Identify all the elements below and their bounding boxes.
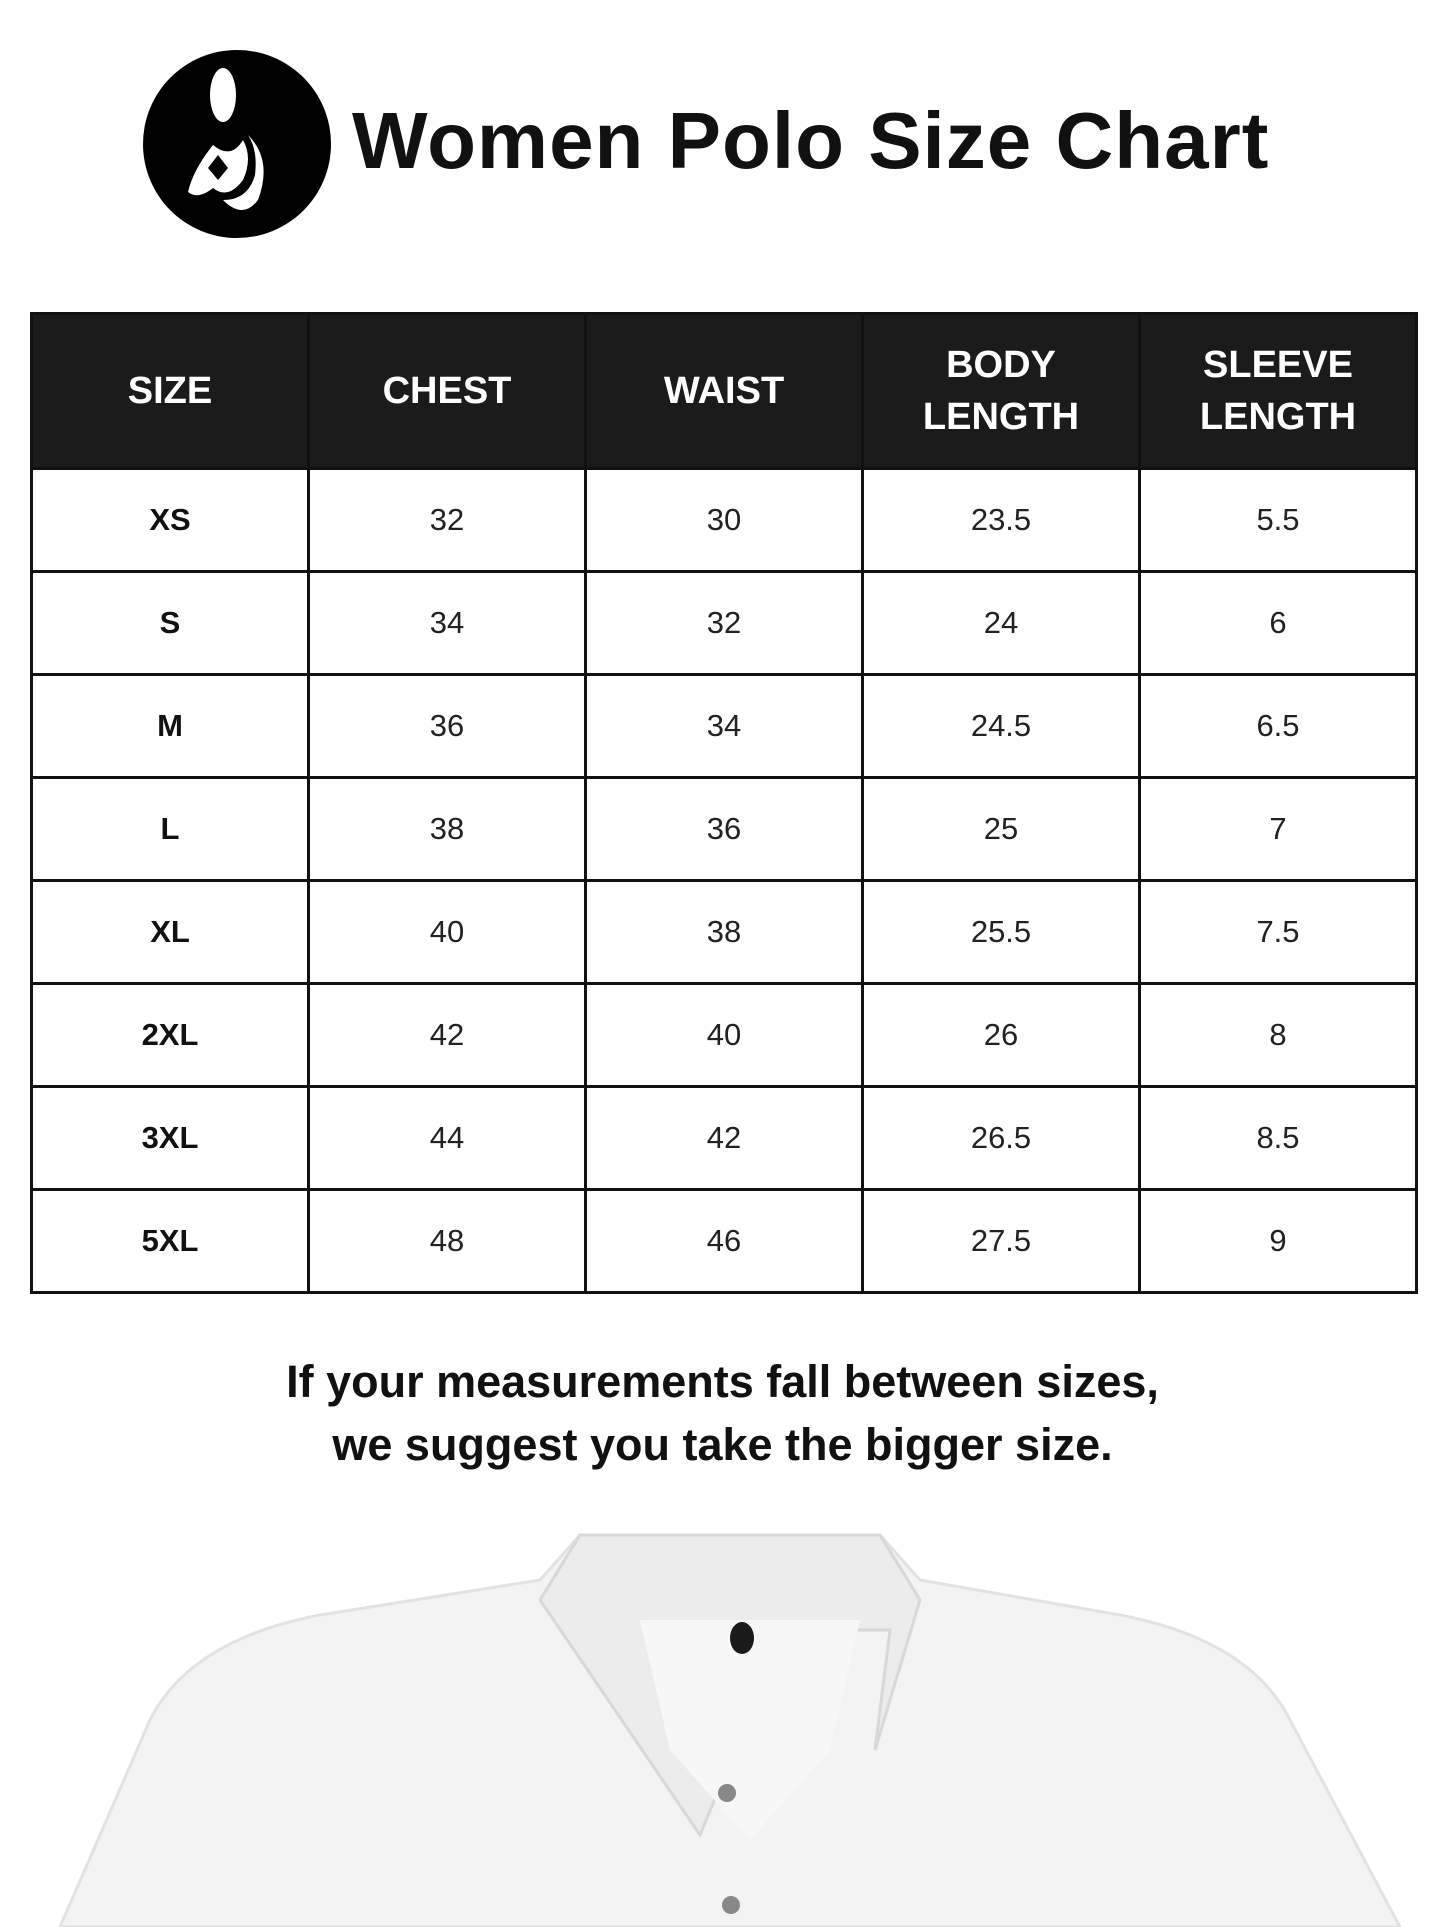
size-chart-table: SIZE CHEST WAIST BODY LENGTH SLEEVE LENGTH XS 3… (30, 312, 1418, 1294)
table-cell: 34 (307, 570, 587, 676)
column-header-label: LENGTH (922, 396, 1080, 438)
column-header-label: LENGTH (1199, 396, 1357, 438)
brand-logo-icon (143, 50, 331, 238)
table-cell: 40 (584, 982, 864, 1088)
table-cell: 9 (1138, 1188, 1418, 1294)
table-cell: 32 (584, 570, 864, 676)
column-header-label: BODY (946, 344, 1056, 386)
table-row: L 38 36 25 7 (30, 776, 1418, 882)
size-cell: 5XL (30, 1188, 310, 1294)
sizing-note: If your measurements fall between sizes,… (0, 1350, 1445, 1476)
table-cell: 40 (307, 879, 587, 985)
table-cell: 32 (307, 467, 587, 573)
sizing-note-line-2: we suggest you take the bigger size. (332, 1419, 1113, 1470)
table-cell: 6 (1138, 570, 1418, 676)
table-row: 2XL 42 40 26 8 (30, 982, 1418, 1088)
column-header-label: SLEEVE (1203, 344, 1353, 386)
table-row: 5XL 48 46 27.5 9 (30, 1188, 1418, 1294)
column-header: SIZE (30, 312, 310, 470)
sizing-note-line-1: If your measurements fall between sizes, (286, 1356, 1159, 1407)
size-cell: 2XL (30, 982, 310, 1088)
table-row: S 34 32 24 6 (30, 570, 1418, 676)
table-cell: 46 (584, 1188, 864, 1294)
table-cell: 7.5 (1138, 879, 1418, 985)
table-cell: 42 (584, 1085, 864, 1191)
table-cell: 8 (1138, 982, 1418, 1088)
page-title: Women Polo Size Chart (352, 96, 1270, 185)
table-row: XS 32 30 23.5 5.5 (30, 467, 1418, 573)
size-cell: L (30, 776, 310, 882)
table-cell: 5.5 (1138, 467, 1418, 573)
table-cell: 34 (584, 673, 864, 779)
column-header: WAIST (584, 312, 864, 470)
table-cell: 36 (584, 776, 864, 882)
table-cell: 25 (861, 776, 1141, 882)
table-row: M 36 34 24.5 6.5 (30, 673, 1418, 779)
table-cell: 8.5 (1138, 1085, 1418, 1191)
column-header-label: SIZE (127, 370, 213, 412)
table-cell: 42 (307, 982, 587, 1088)
size-cell: XS (30, 467, 310, 573)
size-cell: 3XL (30, 1085, 310, 1191)
table-cell: 25.5 (861, 879, 1141, 985)
column-header-label: CHEST (382, 370, 512, 412)
table-cell: 24.5 (861, 673, 1141, 779)
table-cell: 48 (307, 1188, 587, 1294)
size-cell: XL (30, 879, 310, 985)
table-cell: 38 (584, 879, 864, 985)
size-cell: S (30, 570, 310, 676)
collar-logo-icon (730, 1622, 754, 1654)
table-cell: 27.5 (861, 1188, 1141, 1294)
table-cell: 36 (307, 673, 587, 779)
table-cell: 30 (584, 467, 864, 573)
table-cell: 26.5 (861, 1085, 1141, 1191)
table-row: 3XL 44 42 26.5 8.5 (30, 1085, 1418, 1191)
table-row: XL 40 38 25.5 7.5 (30, 879, 1418, 985)
table-cell: 44 (307, 1085, 587, 1191)
size-cell: M (30, 673, 310, 779)
column-header: SLEEVE LENGTH (1138, 312, 1418, 470)
column-header: CHEST (307, 312, 587, 470)
column-header-label: WAIST (663, 370, 785, 412)
table-cell: 7 (1138, 776, 1418, 882)
polo-shirt-image (58, 1533, 1402, 1927)
table-cell: 6.5 (1138, 673, 1418, 779)
table-cell: 38 (307, 776, 587, 882)
column-header: BODY LENGTH (861, 312, 1141, 470)
table-cell: 23.5 (861, 467, 1141, 573)
table-header-row: SIZE CHEST WAIST BODY LENGTH SLEEVE LENGTH (30, 312, 1418, 470)
table-cell: 26 (861, 982, 1141, 1088)
table-cell: 24 (861, 570, 1141, 676)
